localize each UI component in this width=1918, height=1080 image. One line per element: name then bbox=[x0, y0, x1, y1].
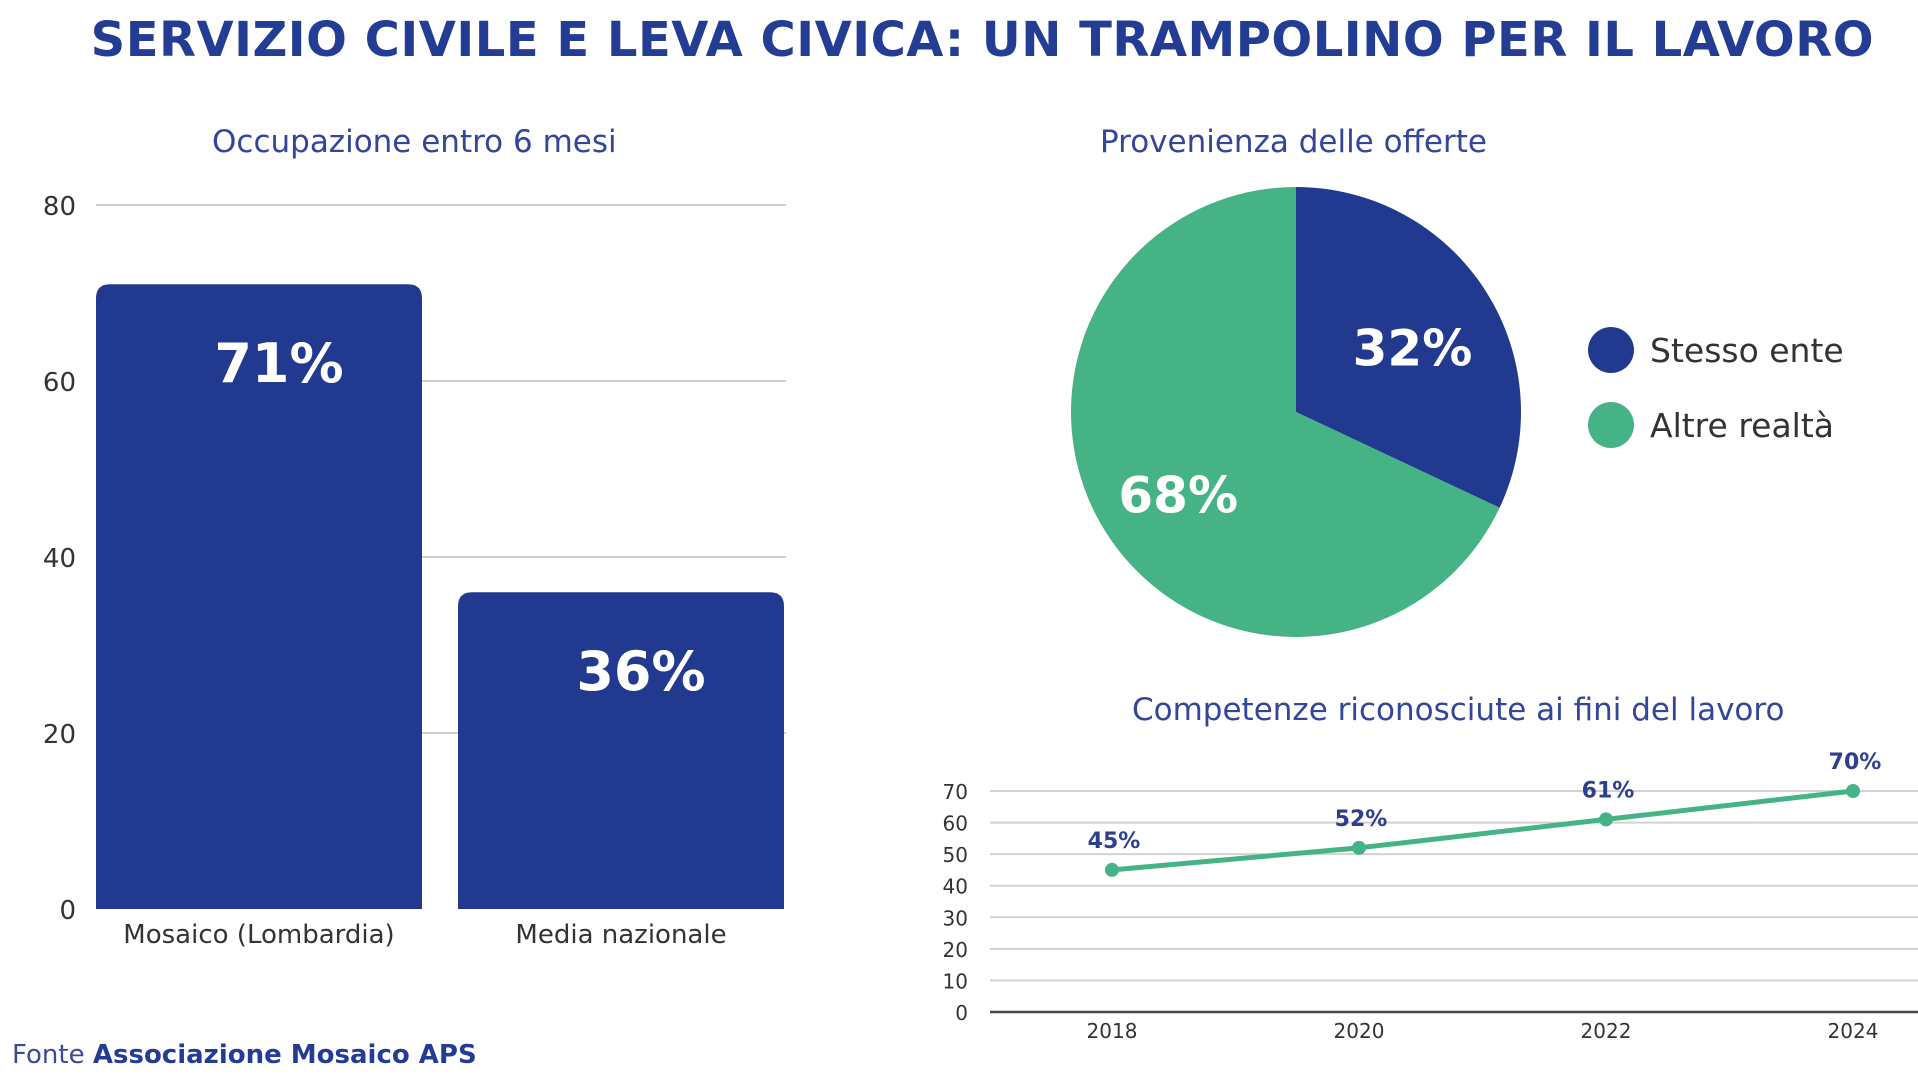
pie-chart-title: Provenienza delle offerte bbox=[1100, 124, 1487, 160]
legend-label-stesso-ente: Stesso ente bbox=[1650, 330, 1844, 370]
y-tick-label: 40 bbox=[43, 544, 76, 574]
series-point bbox=[1352, 840, 1366, 855]
x-tick-label: 2020 bbox=[1334, 1019, 1385, 1040]
pie-data-label: 32% bbox=[1353, 320, 1473, 378]
pie-slice bbox=[1071, 187, 1500, 637]
legend-item-altre-realta: Altre realtà bbox=[1588, 402, 1834, 448]
y-tick-label: 20 bbox=[43, 720, 76, 750]
legend-swatch-navy bbox=[1588, 327, 1634, 373]
pie-slice bbox=[1296, 187, 1521, 508]
bar-data-label: 71% bbox=[214, 332, 343, 395]
source-name: Associazione Mosaico APS bbox=[92, 1040, 477, 1070]
bar-chart: 0 20 40 60 80 71% Mosaico (Lombardia) 36% Media … bbox=[43, 192, 786, 950]
y-tick-label: 80 bbox=[43, 192, 76, 222]
point-data-label: 45% bbox=[1088, 829, 1141, 854]
series-point bbox=[1846, 784, 1860, 798]
pie-data-label: 68% bbox=[1118, 467, 1238, 525]
bar bbox=[96, 284, 422, 909]
point-data-label: 61% bbox=[1582, 778, 1635, 803]
y-tick-label: 10 bbox=[943, 969, 968, 993]
source-prefix: Fonte bbox=[12, 1040, 85, 1070]
legend-item-stesso-ente: Stesso ente bbox=[1588, 327, 1844, 373]
y-tick-label: 60 bbox=[943, 812, 968, 836]
x-tick-label: Media nazionale bbox=[515, 920, 726, 950]
bar bbox=[458, 592, 784, 909]
x-tick-label: 2018 bbox=[1087, 1019, 1138, 1040]
y-tick-label: 70 bbox=[943, 780, 968, 804]
point-data-label: 52% bbox=[1335, 807, 1388, 832]
line-chart-title: Competenze riconosciute ai fini del lavo… bbox=[1132, 692, 1785, 728]
y-tick-label: 60 bbox=[43, 368, 76, 398]
bar-data-label: 36% bbox=[576, 640, 705, 703]
x-tick-label: 2024 bbox=[1828, 1019, 1879, 1040]
y-tick-label: 30 bbox=[943, 906, 968, 930]
series-line bbox=[1111, 788, 1854, 873]
y-tick-label: 40 bbox=[943, 875, 968, 899]
x-tick-label: Mosaico (Lombardia) bbox=[123, 920, 394, 950]
series-point bbox=[1105, 862, 1119, 877]
y-tick-label: 0 bbox=[955, 1001, 968, 1025]
source-note: Fonte Associazione Mosaico APS bbox=[12, 1040, 477, 1070]
page-title: SERVIZIO CIVILE E LEVA CIVICA: UN TRAMPO… bbox=[90, 12, 1874, 68]
legend-swatch-green bbox=[1588, 402, 1634, 448]
line-chart: 0 10 20 30 40 50 60 70 45% 2018 52% 2020 61% 2022 70% 2… bbox=[943, 750, 1918, 1040]
x-tick-label: 2022 bbox=[1581, 1019, 1632, 1040]
legend-label-altre-realta: Altre realtà bbox=[1650, 405, 1835, 445]
point-data-label: 70% bbox=[1829, 750, 1882, 775]
series-point bbox=[1599, 812, 1613, 827]
bar-chart-title: Occupazione entro 6 mesi bbox=[212, 124, 617, 160]
y-tick-label: 20 bbox=[943, 938, 968, 962]
pie-chart: 32% 68% bbox=[1071, 187, 1521, 637]
y-tick-label: 0 bbox=[59, 896, 76, 926]
y-tick-label: 50 bbox=[943, 843, 968, 867]
